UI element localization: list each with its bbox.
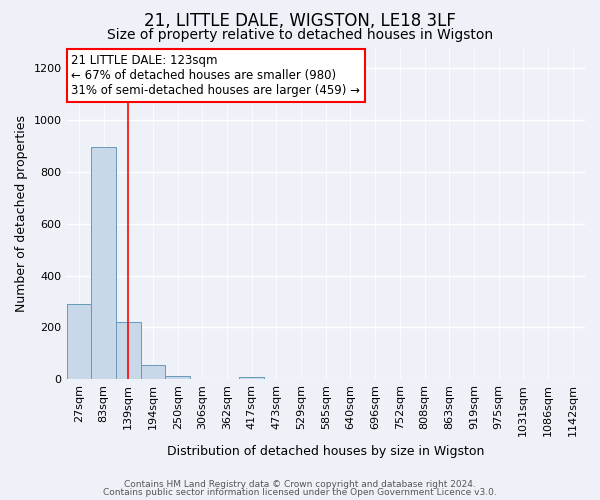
Text: 21 LITTLE DALE: 123sqm
← 67% of detached houses are smaller (980)
31% of semi-de: 21 LITTLE DALE: 123sqm ← 67% of detached… [71,54,361,97]
X-axis label: Distribution of detached houses by size in Wigston: Distribution of detached houses by size … [167,444,484,458]
Y-axis label: Number of detached properties: Number of detached properties [15,115,28,312]
Bar [91,148,116,380]
Bar [116,322,140,380]
Text: Contains public sector information licensed under the Open Government Licence v3: Contains public sector information licen… [103,488,497,497]
Text: 21, LITTLE DALE, WIGSTON, LE18 3LF: 21, LITTLE DALE, WIGSTON, LE18 3LF [144,12,456,30]
Text: Size of property relative to detached houses in Wigston: Size of property relative to detached ho… [107,28,493,42]
Bar [67,304,91,380]
Bar [239,376,264,380]
Bar [165,376,190,380]
Text: Contains HM Land Registry data © Crown copyright and database right 2024.: Contains HM Land Registry data © Crown c… [124,480,476,489]
Bar [140,365,165,380]
